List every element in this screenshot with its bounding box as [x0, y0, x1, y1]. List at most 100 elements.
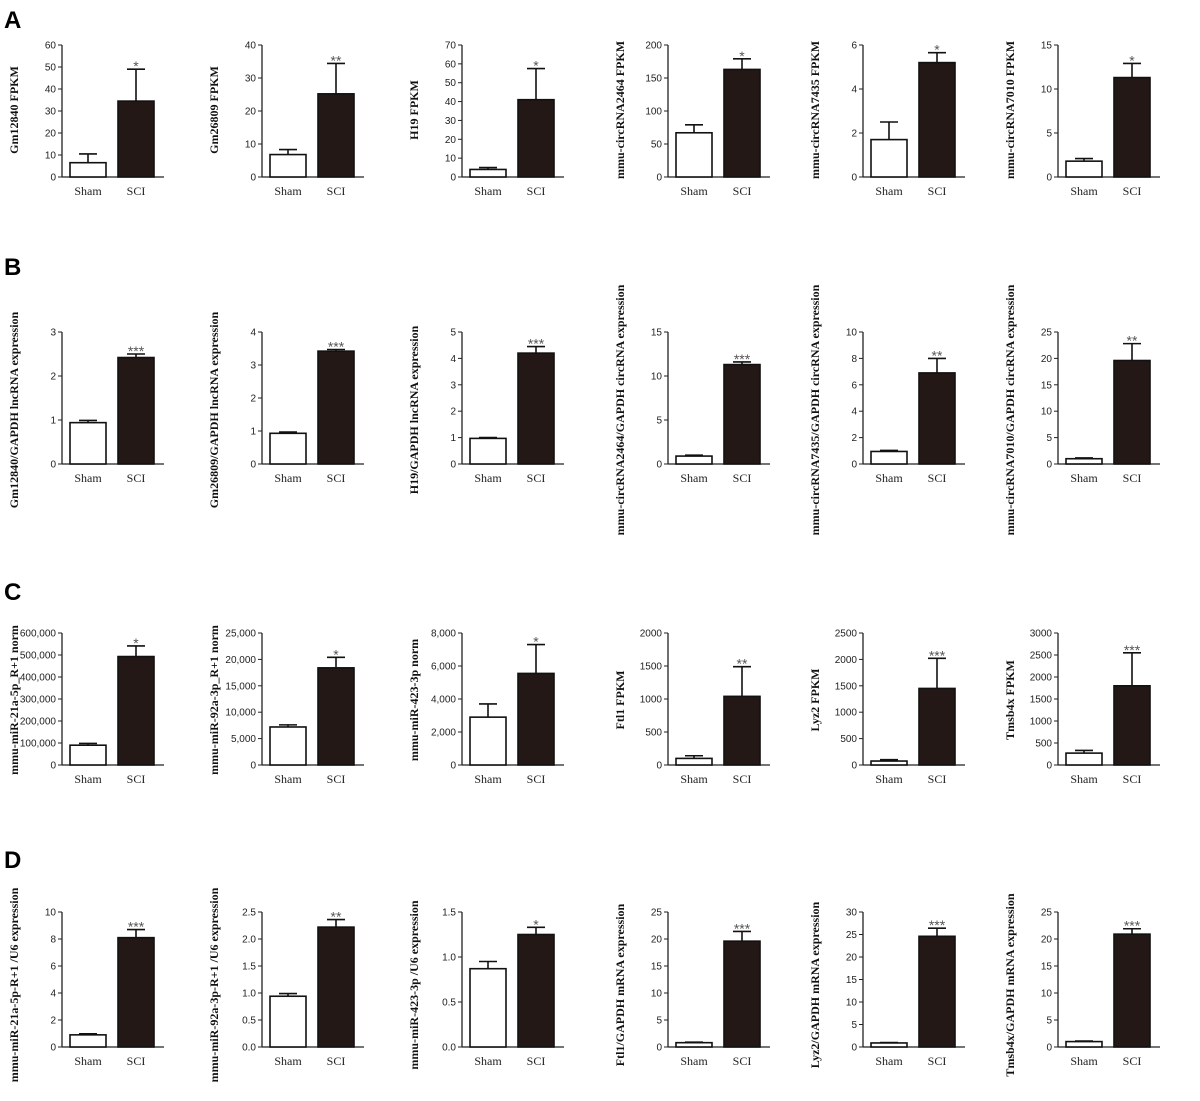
y-tick-label: 500,000 [20, 651, 57, 662]
y-tick-label: 2,000 [431, 728, 456, 739]
x-category-label: SCI [928, 471, 947, 485]
y-tick-label: 20 [1041, 354, 1053, 365]
y-tick-label: 10 [651, 989, 663, 1000]
y-tick-label: 5 [656, 416, 662, 427]
y-tick-label: 30 [846, 908, 858, 919]
bar-sham [69, 421, 107, 465]
y-tick-label: 0 [250, 173, 256, 184]
significance-marker: * [934, 42, 940, 58]
y-tick-label: 15 [1041, 380, 1053, 391]
y-tick-label: 0 [656, 173, 662, 184]
y-tick-label: 20,000 [225, 655, 256, 666]
y-tick-label: 15 [651, 328, 663, 339]
y-tick-label: 10 [1041, 85, 1053, 96]
x-category-label: Sham [680, 772, 708, 786]
y-tick-label: 60 [445, 59, 457, 70]
bar-sham [269, 995, 307, 1048]
significance-marker: ** [331, 52, 342, 68]
y-axis-label: H19/GAPDH lncRNA expression [407, 325, 421, 494]
y-tick-label: 5 [1046, 1016, 1052, 1027]
y-tick-label: 1.0 [242, 989, 256, 1000]
bar-sham [1065, 457, 1103, 465]
bar-sham [269, 726, 307, 766]
y-tick-label: 60 [45, 41, 57, 52]
y-tick-label: 50 [651, 140, 663, 151]
y-tick-label: 3 [50, 328, 56, 339]
y-tick-label: 15 [651, 962, 663, 973]
bar-sci [117, 100, 155, 178]
y-tick-label: 25 [1041, 908, 1053, 919]
y-tick-label: 70 [445, 41, 457, 52]
x-category-label: Sham [875, 184, 903, 198]
x-category-label: Sham [474, 1054, 502, 1068]
bar-sham [675, 455, 713, 465]
y-tick-label: 5,000 [231, 734, 256, 745]
x-category-label: SCI [1123, 772, 1142, 786]
y-tick-label: 2500 [1030, 651, 1053, 662]
x-category-label: SCI [527, 772, 546, 786]
y-tick-label: 0 [851, 173, 857, 184]
y-tick-label: 5 [1046, 129, 1052, 140]
bar-sci [317, 350, 355, 465]
bar-sham [870, 138, 908, 178]
x-category-label: Sham [474, 471, 502, 485]
y-axis-label: mmu-miR-423-3p /U6 expression [407, 900, 421, 1069]
y-tick-label: 5 [1046, 433, 1052, 444]
y-tick-label: 15,000 [225, 681, 256, 692]
y-tick-label: 150 [645, 74, 662, 85]
y-tick-label: 2 [50, 1016, 56, 1027]
y-axis-label: mmu-miR-21a-5p-R+1 /U6 expression [7, 887, 21, 1082]
y-tick-label: 8 [851, 354, 857, 365]
x-category-label: Sham [680, 1054, 708, 1068]
y-tick-label: 2 [851, 433, 857, 444]
y-axis-label: mmu-circRNA7010/GAPDH circRNA expression [1003, 284, 1017, 535]
bar-sham [1065, 752, 1103, 766]
y-tick-label: 4 [851, 85, 857, 96]
y-tick-label: 4 [450, 354, 456, 365]
bar-sham [269, 153, 307, 178]
y-tick-label: 5 [851, 1020, 857, 1031]
y-tick-label: 2000 [640, 629, 663, 640]
significance-marker: *** [1124, 918, 1141, 934]
significance-marker: * [1129, 52, 1135, 68]
x-category-label: Sham [875, 1054, 903, 1068]
x-category-label: Sham [1070, 184, 1098, 198]
y-tick-label: 30 [45, 107, 57, 118]
y-tick-label: 2.5 [242, 908, 256, 919]
y-tick-label: 500 [840, 734, 857, 745]
y-tick-label: 20 [245, 107, 257, 118]
y-tick-label: 1.0 [442, 953, 456, 964]
bar-sci [317, 926, 355, 1048]
x-category-label: Sham [1070, 772, 1098, 786]
y-axis-label: Tmsb4x FPKM [1003, 660, 1017, 740]
x-category-label: SCI [733, 1054, 752, 1068]
significance-marker: ** [932, 347, 943, 363]
y-axis-label: Tmsb4x/GAPDH mRNA expression [1003, 893, 1017, 1076]
x-category-label: Sham [74, 184, 102, 198]
y-tick-label: 2000 [835, 655, 858, 666]
x-category-label: SCI [733, 184, 752, 198]
y-tick-label: 4 [50, 989, 56, 1000]
significance-marker: *** [328, 338, 345, 354]
bar-sci [918, 687, 956, 766]
bar-sham [870, 760, 908, 766]
bar-sham [1065, 160, 1103, 178]
y-tick-label: 10 [1041, 989, 1053, 1000]
y-tick-label: 5 [656, 1016, 662, 1027]
y-tick-label: 0 [656, 761, 662, 772]
significance-marker: * [133, 635, 139, 651]
bar-sham [675, 131, 713, 178]
y-axis-label: mmu-circRNA7435 FPKM [808, 41, 822, 179]
x-category-label: Sham [680, 184, 708, 198]
y-tick-label: 1500 [835, 681, 858, 692]
y-tick-label: 10 [846, 998, 858, 1009]
y-tick-label: 8 [50, 935, 56, 946]
y-axis-label: Gm12840/GAPDH lncRNA expression [7, 311, 21, 508]
x-category-label: SCI [327, 772, 346, 786]
x-category-label: Sham [1070, 471, 1098, 485]
bar-sci [1113, 76, 1151, 178]
x-category-label: SCI [327, 184, 346, 198]
bar-sci [723, 940, 761, 1048]
x-category-label: SCI [1123, 184, 1142, 198]
y-tick-label: 0 [656, 460, 662, 471]
